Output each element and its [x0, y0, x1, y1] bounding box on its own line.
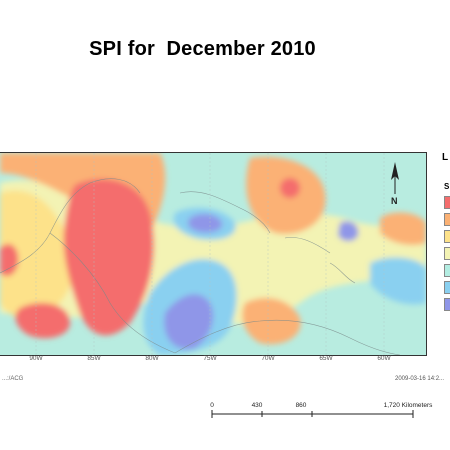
legend-swatch: [444, 247, 450, 260]
spi-severely-dry-zone-east: [380, 212, 426, 245]
scale-label: 430: [251, 402, 263, 409]
spi-map-canvas: [0, 153, 426, 355]
graticule: [35, 153, 385, 355]
legend-swatch: [444, 213, 450, 226]
legend-subtitle: S: [444, 182, 450, 191]
scale-label: 860: [295, 402, 307, 409]
spi-extremely-wet-spot-east: [338, 221, 359, 241]
spi-extremely-wet-zone-south: [164, 294, 214, 350]
longitude-tick: 70W: [261, 355, 275, 362]
spi-extremely-dry-zone-central-america: [63, 179, 154, 336]
north-arrow: N: [386, 160, 404, 208]
spi-severely-dry-zone-south: [242, 298, 301, 345]
spi-extremely-dry-zone-sw: [15, 303, 71, 339]
legend-swatch: [444, 230, 450, 243]
scale-label: 1,720 Kilometers: [383, 402, 433, 409]
north-arrow-label: N: [391, 196, 398, 206]
footer-credit: ...:/ACG: [2, 376, 24, 382]
legend-swatch: [444, 281, 450, 294]
spi-extremely-dry-spot-north: [280, 178, 300, 198]
scale-bar-graphic: [211, 410, 414, 418]
legend-swatch: [444, 298, 450, 311]
longitude-axis: 90W 85W 80W 75W 70W 65W 60W: [0, 355, 430, 367]
longitude-tick: 75W: [203, 355, 217, 362]
scale-label: 0: [210, 402, 214, 409]
scale-bar: 0 430 860 1,720 Kilometers: [205, 400, 445, 430]
spi-extremely-dry-zone-west-edge: [0, 243, 19, 276]
longitude-tick: 80W: [145, 355, 159, 362]
longitude-tick: 60W: [377, 355, 391, 362]
legend-title: L: [442, 152, 449, 163]
longitude-tick: 90W: [29, 355, 43, 362]
spi-map[interactable]: [0, 152, 427, 356]
longitude-tick: 65W: [319, 355, 333, 362]
legend-swatch: [444, 264, 450, 277]
spi-extremely-wet-zone-caribbean: [188, 213, 223, 233]
coastlines: [0, 178, 401, 355]
north-arrow-icon: N: [391, 162, 399, 206]
map-timestamp: 2009-03-16 14:2...: [395, 376, 445, 382]
longitude-tick: 85W: [87, 355, 101, 362]
map-title: SPI for December 2010: [89, 38, 316, 60]
legend-swatch: [444, 196, 450, 209]
